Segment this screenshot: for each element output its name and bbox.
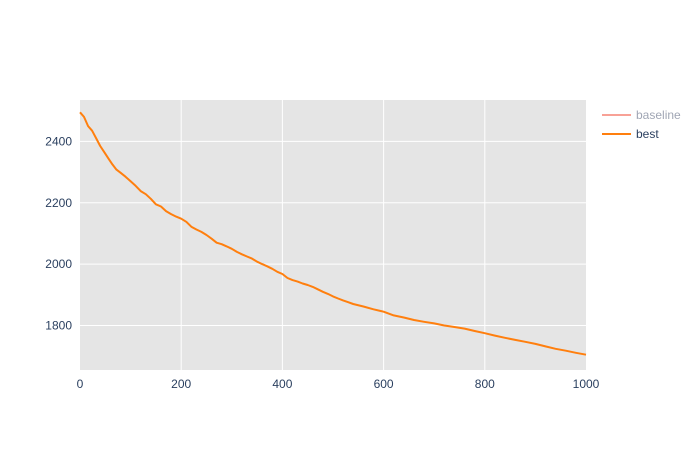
series-lines [79, 111, 587, 356]
x-axis-ticks: 0 200 400 600 800 1000 [77, 377, 600, 391]
series-line-best [79, 111, 587, 356]
legend-item-best[interactable]: best [602, 127, 659, 141]
legend-item-baseline[interactable]: baseline [602, 108, 681, 122]
x-tick-label: 600 [374, 377, 394, 391]
x-tick-label: 800 [475, 377, 495, 391]
grid [80, 100, 586, 370]
legend[interactable]: baseline best [602, 108, 681, 141]
y-tick-label: 2400 [45, 134, 72, 148]
y-tick-label: 1800 [45, 319, 72, 333]
y-tick-label: 2000 [45, 257, 72, 271]
plot-background [80, 100, 586, 370]
x-tick-label: 1000 [573, 377, 600, 391]
legend-label: baseline [636, 108, 681, 122]
x-tick-label: 200 [171, 377, 191, 391]
x-tick-label: 0 [77, 377, 84, 391]
x-tick-label: 400 [272, 377, 292, 391]
legend-label: best [636, 127, 659, 141]
y-tick-label: 2200 [45, 196, 72, 210]
y-axis-ticks: 1800 2000 2200 2400 [45, 134, 72, 332]
